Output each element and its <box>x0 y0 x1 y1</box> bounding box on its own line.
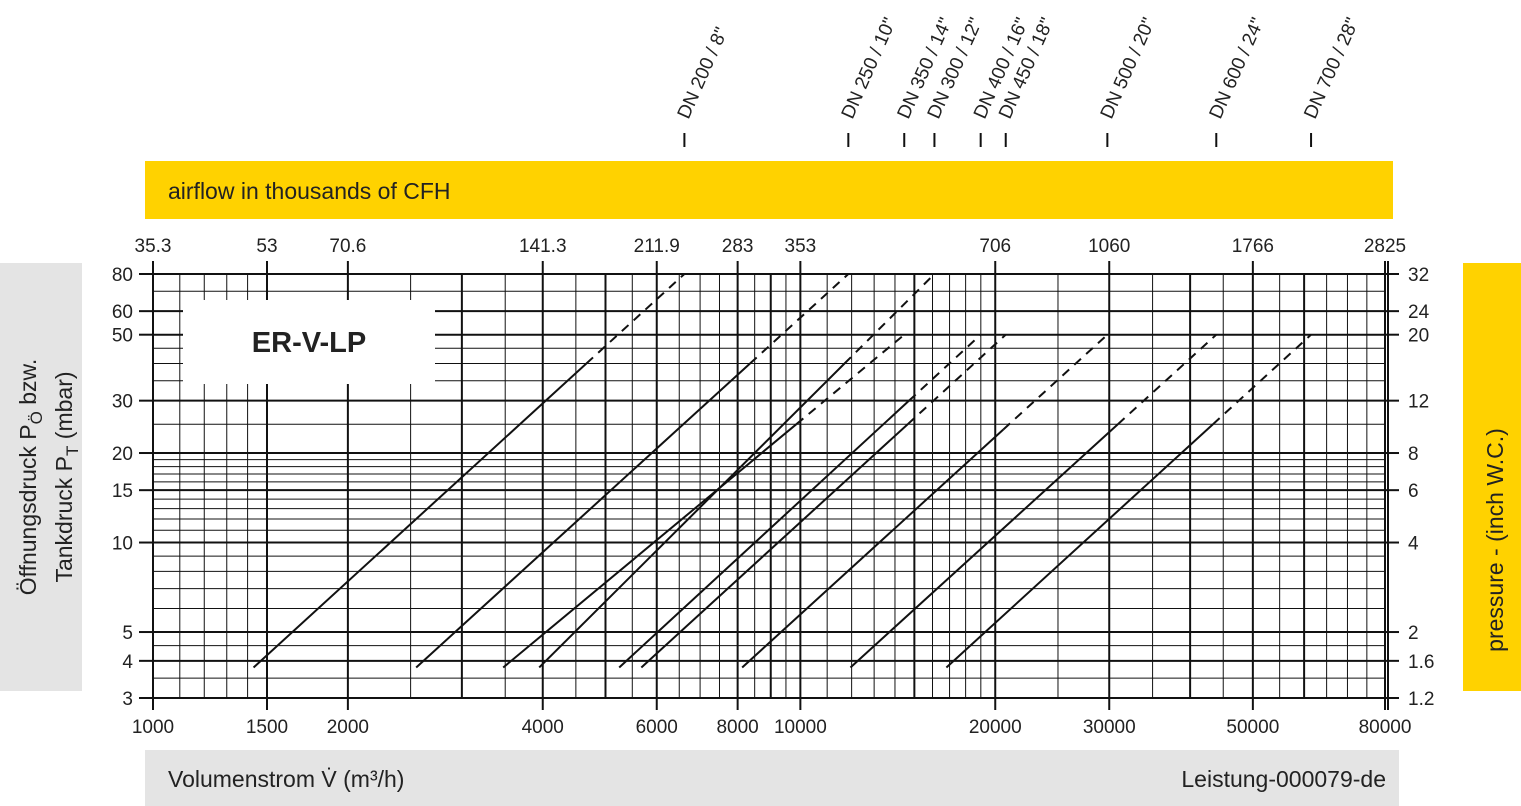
right-tick-label: 32 <box>1408 265 1429 286</box>
dn-label: DN 600 / 24" <box>1206 15 1269 122</box>
top-tick-label: 2825 <box>1364 236 1406 257</box>
series-line-solid <box>945 423 1214 669</box>
top-tick-label: 35.3 <box>135 236 172 257</box>
series-line-dashed <box>1212 333 1312 425</box>
top-tick-label: 141.3 <box>519 236 567 257</box>
right-tick-label: 6 <box>1408 481 1419 502</box>
left-label-line1-sub: Ö <box>27 411 46 424</box>
document-id: Leistung-000079-de <box>1181 766 1386 792</box>
dn-label: DN 200 / 8" <box>674 24 733 122</box>
chart-title: ER-V-LP <box>252 327 366 359</box>
left-axis-label-line1: Öffnungsdruck PÖ bzw. <box>15 359 46 596</box>
dn-label: DN 250 / 10" <box>838 15 901 122</box>
right-label-box <box>1463 263 1521 691</box>
x-tick-label: 8000 <box>716 717 758 738</box>
series-line-dashed <box>908 333 982 402</box>
right-tick-label: 1.2 <box>1408 689 1434 710</box>
right-tick-label: 1.6 <box>1408 652 1434 673</box>
series-lines <box>252 273 1312 669</box>
left-label-line1-main: Öffnungsdruck P <box>15 424 41 595</box>
x-tick-label: 2000 <box>327 717 369 738</box>
left-label-line2-after: (mbar) <box>51 371 77 445</box>
dn-label: DN 500 / 20" <box>1097 15 1160 122</box>
series-line-dashed <box>795 333 905 425</box>
top-tick-label: 70.6 <box>329 236 366 257</box>
y-tick-label: 10 <box>112 534 133 555</box>
dn-label: DN 700 / 28" <box>1300 15 1363 122</box>
x-tick-label: 1000 <box>132 717 174 738</box>
y-tick-label: 20 <box>112 444 133 465</box>
top-tick-label: 1060 <box>1088 236 1130 257</box>
series-line-dashed <box>1002 333 1109 431</box>
series-line-solid <box>640 423 909 669</box>
series-line-solid <box>741 428 1005 669</box>
x-tick-label: 20000 <box>969 717 1022 738</box>
left-label-line2-sub: T <box>63 446 82 456</box>
top-tick-label: 706 <box>979 236 1011 257</box>
series-line-dashed <box>907 333 1007 425</box>
x-tick-label: 6000 <box>636 717 678 738</box>
series-line-dashed <box>843 273 936 365</box>
series-line-dashed <box>585 273 686 365</box>
top-tick-label: 1766 <box>1232 236 1274 257</box>
x-tick-label: 80000 <box>1359 717 1412 738</box>
x-tick-label: 30000 <box>1083 717 1136 738</box>
y-tick-label: 60 <box>112 302 133 323</box>
y-tick-label: 30 <box>112 392 133 413</box>
x-tick-label: 10000 <box>774 717 827 738</box>
y-tick-label: 15 <box>112 481 133 502</box>
dn-labels: DN 200 / 8" DN 250 / 10"DN 350 / 14"DN 30… <box>674 15 1364 147</box>
x-tick-label: 4000 <box>522 717 564 738</box>
x-tick-label: 50000 <box>1226 717 1279 738</box>
top-tick-label: 53 <box>256 236 277 257</box>
series-line-solid <box>502 423 798 669</box>
y-tick-label: 80 <box>112 265 133 286</box>
series-line-dashed <box>1117 333 1217 425</box>
left-label-line1-after: bzw. <box>15 359 41 411</box>
y-tick-label: 5 <box>122 623 133 644</box>
right-tick-label: 2 <box>1408 623 1419 644</box>
bottom-band <box>145 750 1399 806</box>
right-axis-label: pressure - (inch W.C.) <box>1482 428 1508 652</box>
series-line-solid <box>849 423 1119 669</box>
y-tick-label: 3 <box>122 689 133 710</box>
top-tick-label: 283 <box>722 236 754 257</box>
x-tick-label: 1500 <box>246 717 288 738</box>
top-tick-label: 211.9 <box>634 236 680 257</box>
top-band-label: airflow in thousands of CFH <box>168 178 451 204</box>
right-tick-label: 4 <box>1408 534 1419 555</box>
top-tick-label: 353 <box>785 236 817 257</box>
x-axis-label: Volumenstrom V̇ (m³/h) <box>168 766 404 792</box>
right-tick-label: 8 <box>1408 444 1419 465</box>
right-tick-label: 20 <box>1408 326 1429 347</box>
series-line-solid <box>252 362 588 669</box>
series-line-dashed <box>749 273 850 365</box>
left-axis-label-line2: Tankdruck PT (mbar) <box>51 371 82 582</box>
series-line-solid <box>415 362 751 669</box>
top-band <box>145 161 1393 219</box>
series-line-solid <box>538 362 846 669</box>
y-tick-label: 50 <box>112 326 133 347</box>
title-box <box>183 300 435 384</box>
left-label-box <box>0 263 82 691</box>
axes: 1000 1500 2000 4000 6000 8000 10000 20000 30000 5… <box>112 236 1435 738</box>
right-tick-label: 12 <box>1408 392 1429 413</box>
y-tick-label: 4 <box>122 652 133 673</box>
left-label-line2-main: Tankdruck P <box>51 456 77 583</box>
series-line-solid <box>618 399 910 669</box>
right-tick-label: 24 <box>1408 302 1430 323</box>
